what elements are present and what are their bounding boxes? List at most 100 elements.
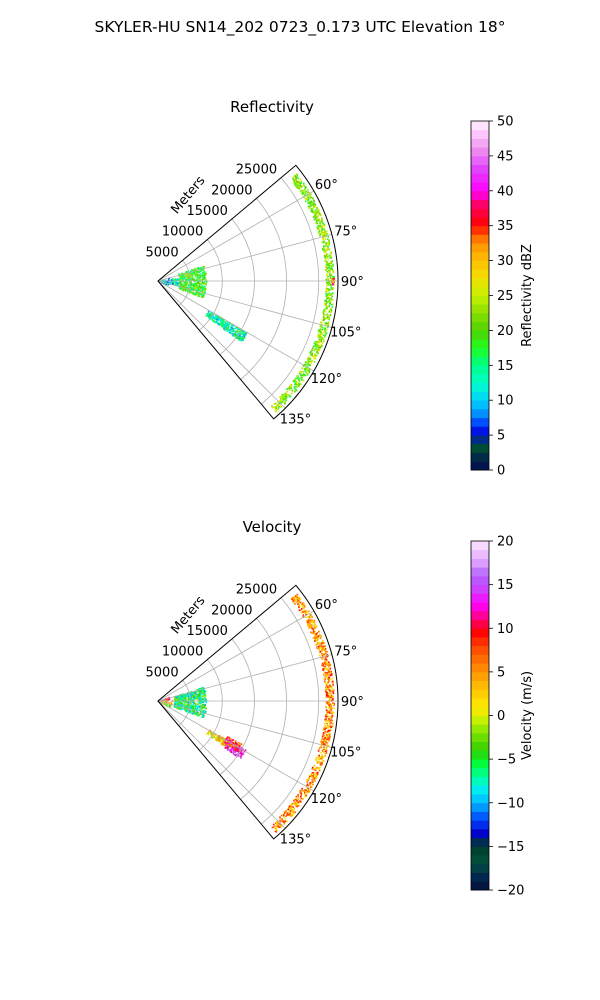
echo-gate xyxy=(232,753,235,755)
echo-gate xyxy=(317,645,320,648)
echo-gate xyxy=(281,395,284,398)
echo-gate xyxy=(285,399,287,402)
echo-gate xyxy=(168,704,171,706)
echo-gate xyxy=(211,733,213,735)
echo-gate xyxy=(316,640,319,642)
echo-gate xyxy=(326,244,328,247)
echo-gate xyxy=(328,244,330,246)
echo-gate xyxy=(301,377,303,379)
echo-gate xyxy=(303,793,306,796)
colorbar-tick-label: 5 xyxy=(497,665,505,680)
echo-gate xyxy=(195,703,197,705)
echo-gate xyxy=(194,705,196,708)
echo-gate xyxy=(176,696,178,699)
echo-gate xyxy=(332,279,334,281)
echo-gate xyxy=(330,261,332,263)
echo-gate xyxy=(184,707,187,709)
echo-gate xyxy=(203,714,205,717)
echo-gate xyxy=(282,396,284,399)
echo-gate xyxy=(189,290,192,293)
echo-gate xyxy=(318,767,320,769)
echo-gate xyxy=(327,730,330,733)
echo-gate xyxy=(325,694,328,697)
echo-gate xyxy=(312,632,315,634)
echo-gate xyxy=(241,332,243,334)
radial-tick-label: 25000 xyxy=(236,163,277,178)
echo-gate xyxy=(186,709,189,711)
colorbar-segment xyxy=(471,750,489,760)
echo-gate xyxy=(232,747,235,749)
echo-gate xyxy=(201,705,204,708)
echo-gate xyxy=(331,260,334,263)
echo-gate xyxy=(240,755,242,758)
echo-gate xyxy=(326,731,329,733)
echo-gate xyxy=(325,317,327,320)
echo-gate xyxy=(221,739,223,742)
colorbar-segment xyxy=(471,295,489,305)
echo-gate xyxy=(327,290,329,292)
echo-gate xyxy=(326,326,329,329)
echo-gate xyxy=(274,406,276,408)
echo-gate xyxy=(213,734,216,736)
echo-gate xyxy=(289,815,292,817)
echo-gate xyxy=(234,752,236,755)
echo-gate xyxy=(327,288,329,290)
echo-gate xyxy=(305,200,307,203)
echo-gate xyxy=(313,342,316,345)
echo-gate xyxy=(229,747,231,749)
echo-gate xyxy=(303,364,306,366)
echo-gate xyxy=(324,645,326,648)
echo-gate xyxy=(299,800,301,802)
echo-gate xyxy=(325,706,327,709)
echo-gate xyxy=(314,769,317,772)
echo-gate xyxy=(315,634,318,637)
echo-gate xyxy=(234,330,236,332)
echo-gate xyxy=(292,596,295,599)
echo-gate xyxy=(310,354,312,356)
echo-gate xyxy=(305,365,308,367)
echo-gate xyxy=(324,322,326,325)
echo-gate xyxy=(280,825,283,828)
echo-gate xyxy=(308,627,310,629)
echo-gate xyxy=(200,688,203,690)
echo-gate xyxy=(282,821,285,823)
echo-gate xyxy=(325,234,327,236)
echo-gate xyxy=(325,741,328,744)
echo-gate xyxy=(203,283,205,285)
echo-gate xyxy=(328,680,330,682)
echo-gate xyxy=(325,714,328,716)
echo-gate xyxy=(199,699,201,701)
echo-gate xyxy=(164,282,166,285)
echo-gate xyxy=(196,713,198,715)
echo-gate xyxy=(274,830,277,833)
echo-gate xyxy=(314,639,316,642)
echo-gate xyxy=(244,333,247,335)
echo-gate xyxy=(175,284,177,286)
echo-gate xyxy=(323,251,326,254)
echo-gate xyxy=(327,681,330,683)
echo-gate xyxy=(306,787,308,789)
colorbar-segment xyxy=(471,549,489,559)
echo-gate xyxy=(323,734,326,736)
echo-gate xyxy=(294,377,297,380)
echo-gate xyxy=(316,207,318,209)
echo-gate xyxy=(328,684,331,687)
echo-gate xyxy=(332,698,334,700)
echo-gate xyxy=(242,752,244,754)
echo-gate xyxy=(322,235,324,237)
echo-gate xyxy=(323,645,325,648)
echo-gate xyxy=(330,297,332,300)
radial-tick-label: 15000 xyxy=(187,204,228,219)
echo-gate xyxy=(319,221,322,223)
echo-gate xyxy=(280,398,283,401)
angle-tick-label: 105° xyxy=(330,325,361,340)
echo-gate xyxy=(180,697,183,699)
echo-gate xyxy=(315,772,318,774)
echo-gate xyxy=(313,202,316,205)
echo-gate xyxy=(326,273,328,275)
echo-gate xyxy=(196,274,199,276)
echo-gate xyxy=(297,375,299,377)
echo-gate xyxy=(306,779,309,781)
radial-tick-label: 10000 xyxy=(162,645,203,660)
azimuth-spoke xyxy=(157,280,286,409)
